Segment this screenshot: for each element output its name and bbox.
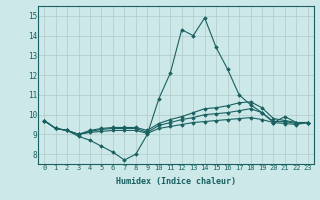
X-axis label: Humidex (Indice chaleur): Humidex (Indice chaleur) <box>116 177 236 186</box>
